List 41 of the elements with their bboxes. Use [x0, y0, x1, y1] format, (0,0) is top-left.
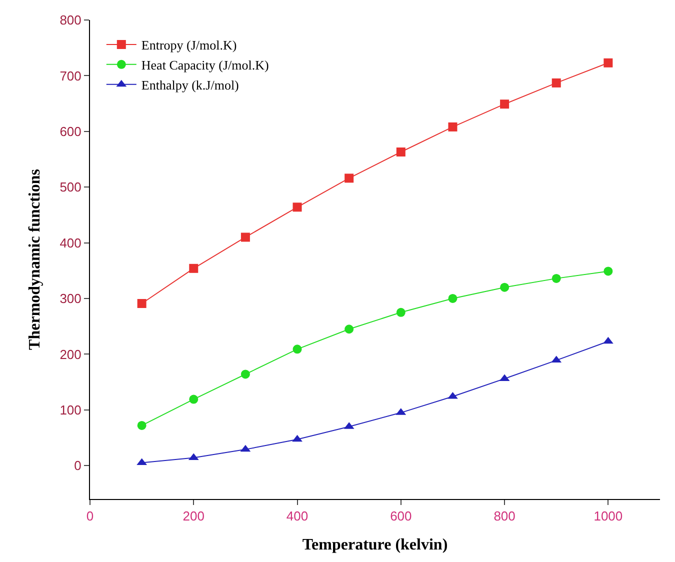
legend-label: Enthalpy (k.J/mol) [141, 77, 239, 92]
point [604, 58, 613, 68]
point [500, 100, 510, 109]
point [189, 264, 198, 273]
x-tick-label: 400 [286, 508, 308, 524]
y-tick-label: 600 [60, 124, 82, 139]
point [396, 148, 406, 156]
point [448, 294, 458, 303]
x-tick-label: 600 [390, 508, 412, 524]
x-tick-label: 0 [86, 508, 94, 524]
y-tick-label: 200 [60, 346, 82, 362]
y-tick-label: 0 [74, 458, 82, 474]
point [396, 308, 406, 317]
point [292, 202, 302, 212]
point [604, 266, 613, 276]
point [448, 122, 458, 132]
point [344, 174, 354, 183]
y-tick-label: 800 [60, 12, 82, 28]
point [292, 344, 302, 354]
y-axis-title: Thermodynamic functions [26, 169, 44, 350]
point [137, 420, 146, 430]
y-tick-label: 500 [60, 180, 82, 195]
y-tick-label: 300 [60, 291, 82, 306]
point [137, 299, 146, 308]
point [292, 434, 302, 442]
point [552, 78, 561, 88]
point [552, 274, 561, 283]
x-tick-label: 1000 [594, 508, 623, 524]
x-axis-title: Temperature (kelvin) [302, 536, 448, 554]
y-tick-label: 100 [60, 402, 82, 418]
point [240, 232, 250, 242]
point [240, 370, 250, 379]
point [344, 324, 354, 334]
y-tick-label: 700 [60, 68, 82, 84]
point [189, 394, 198, 404]
legend-label: Heat Capacity (J/mol.K) [141, 58, 269, 72]
x-tick-label: 200 [182, 508, 204, 524]
legend-label: Entropy (J/mol.K) [141, 38, 237, 53]
x-tick-label: 800 [494, 508, 516, 524]
point [500, 282, 510, 292]
y-tick-label: 400 [60, 235, 82, 250]
